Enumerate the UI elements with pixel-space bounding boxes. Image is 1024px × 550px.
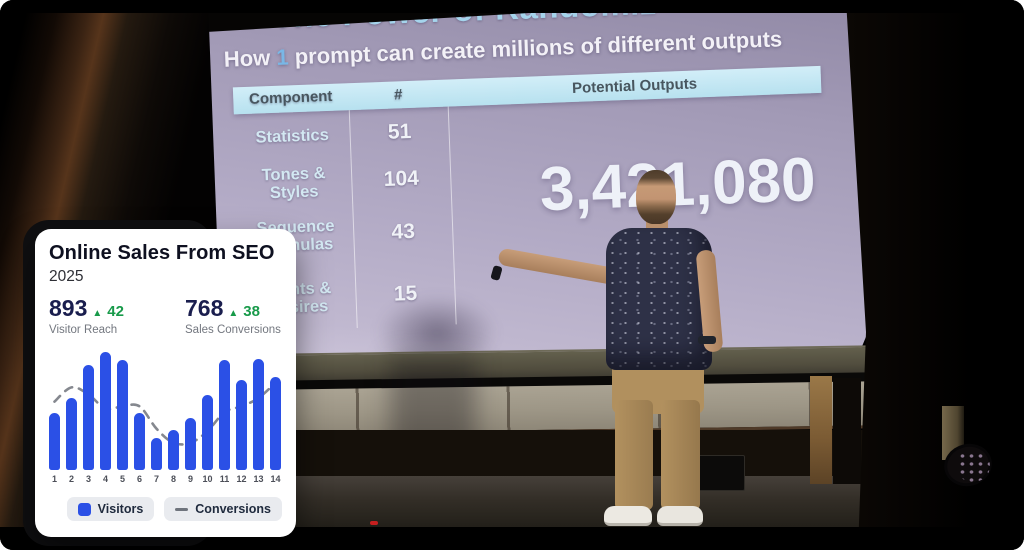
conversions-dash-icon (175, 507, 189, 511)
legend-conversions[interactable]: Conversions (164, 497, 282, 521)
component-count: 43 (352, 200, 455, 265)
big-number: 3,421,080 (538, 145, 817, 225)
visitors-bar-11[interactable] (219, 360, 230, 470)
visitors-bar-7[interactable] (151, 438, 162, 470)
speaker-right-leg (661, 400, 700, 510)
visitor-reach-value: 893 (49, 295, 88, 321)
visitors-bar-8[interactable] (168, 429, 179, 470)
visitors-bar-5[interactable] (117, 360, 128, 470)
visitors-bar-14[interactable] (270, 376, 281, 470)
x-tick-3: 3 (85, 474, 91, 484)
x-tick-10: 10 (202, 474, 213, 484)
chart-x-labels: 1 2 3 4 5 6 7 8 9 10 11 12 13 14 (49, 474, 282, 488)
x-tick-13: 13 (253, 474, 264, 484)
chart-legend: Visitors Conversions (49, 497, 282, 521)
wood-panel (810, 376, 832, 484)
legend-visitors[interactable]: Visitors (66, 497, 155, 521)
component-count: 15 (354, 260, 457, 329)
speaker-left-shoe (604, 506, 652, 526)
x-tick-14: 14 (270, 474, 281, 484)
subtitle-highlight: 1 (275, 44, 290, 70)
visitors-bar-10[interactable] (202, 394, 213, 470)
card-year: 2025 (49, 268, 84, 285)
speaker-shirt (606, 228, 712, 370)
stats-row: 893 ▲ 42 Visitor Reach 768 ▲ 38 Sales Co… (49, 295, 282, 336)
subtitle-part2: prompt can create millions of different … (294, 26, 783, 70)
visitors-swatch-icon (77, 502, 91, 516)
speaker-left-leg (615, 400, 653, 510)
component-count: 104 (350, 154, 453, 205)
visitors-bar-4[interactable] (100, 352, 111, 470)
sales-conversions-label: Sales Conversions (185, 324, 281, 336)
x-tick-7: 7 (153, 474, 159, 484)
wrist-watch (698, 336, 716, 344)
x-tick-8: 8 (170, 474, 176, 484)
header-component: Component (248, 87, 333, 108)
x-tick-12: 12 (236, 474, 247, 484)
visitors-bar-3[interactable] (83, 365, 94, 470)
x-tick-1: 1 (51, 474, 57, 484)
x-tick-5: 5 (119, 474, 125, 484)
wood-panel-shadow (833, 378, 861, 484)
stage-light-leds (956, 450, 990, 482)
component-label: Tones & Styles (261, 163, 326, 203)
delta-up-icon: ▲ (92, 308, 103, 319)
speaker-right-shoe (657, 506, 703, 526)
visitors-bar-12[interactable] (236, 380, 247, 470)
stat-visitor-reach: 893 ▲ 42 Visitor Reach (49, 295, 165, 336)
speaker-head (636, 170, 676, 224)
letterbox-top (0, 0, 1024, 13)
stat-sales-conversions: 768 ▲ 38 Sales Conversions (185, 295, 301, 336)
x-tick-11: 11 (219, 474, 230, 484)
delta-up-icon: ▲ (228, 308, 239, 319)
visitor-reach-delta: 42 (107, 303, 124, 320)
visitor-reach-label: Visitor Reach (49, 324, 118, 336)
indicator-light (370, 521, 378, 525)
visitors-bar-1[interactable] (49, 413, 60, 470)
header-count: # (393, 86, 403, 104)
x-tick-4: 4 (102, 474, 108, 484)
floor-box (695, 455, 745, 491)
x-tick-9: 9 (187, 474, 193, 484)
x-tick-6: 6 (136, 474, 142, 484)
visitors-bar-6[interactable] (134, 413, 145, 470)
seo-analytics-card: Online Sales From SEO 2025 893 ▲ 42 Visi… (35, 229, 296, 537)
visitors-bar-2[interactable] (66, 398, 77, 470)
sales-conversions-delta: 38 (243, 303, 260, 320)
x-tick-2: 2 (68, 474, 74, 484)
legend-visitors-label: Visitors (97, 502, 144, 516)
chart-plot (49, 348, 282, 470)
subtitle-part1: How (223, 45, 271, 72)
stage-underside (200, 430, 880, 482)
visitors-bar-9[interactable] (185, 418, 196, 470)
card-title: Online Sales From SEO (49, 242, 275, 264)
legend-conversions-label: Conversions (195, 502, 271, 516)
slide: The Power of Randomiz How 1 prompt can c… (216, 0, 876, 362)
component-label: Statistics (255, 125, 330, 147)
component-count: 51 (348, 106, 451, 159)
sales-conversions-value: 768 (185, 295, 224, 321)
visitors-bar-13[interactable] (253, 359, 264, 470)
